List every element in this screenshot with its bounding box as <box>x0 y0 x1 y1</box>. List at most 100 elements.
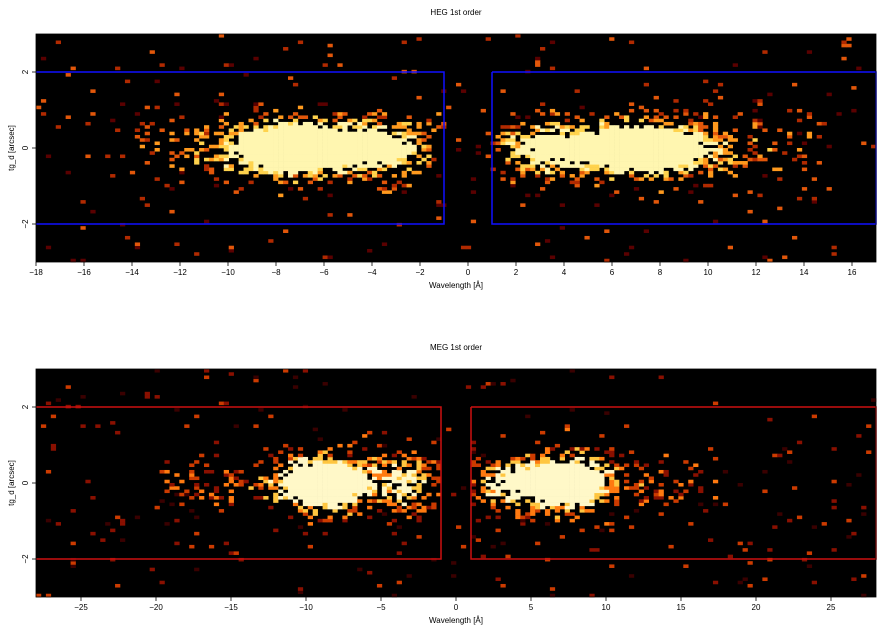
heg-heatmap-cell <box>233 131 239 136</box>
heg-heatmap-cell <box>288 128 294 133</box>
meg-heatmap-cell <box>574 499 580 503</box>
heg-heatmap-cell <box>762 219 768 224</box>
heg-heatmap-cell <box>372 174 378 178</box>
meg-heatmap-cell <box>495 460 501 464</box>
meg-heatmap-cell <box>604 486 610 490</box>
heg-heatmap-cell <box>584 141 590 146</box>
meg-heatmap-cell <box>381 463 388 468</box>
meg-heatmap-cell <box>554 463 561 468</box>
heg-heatmap-cell <box>584 167 590 172</box>
meg-heatmap-cell <box>594 469 600 474</box>
meg-heatmap-cell <box>520 463 526 468</box>
heg-heatmap-cell <box>411 131 417 136</box>
meg-heatmap-cell <box>515 479 521 484</box>
heg-heatmap-cell <box>283 151 289 155</box>
heg-heatmap-cell <box>752 144 758 149</box>
meg-heatmap-cell <box>322 463 328 468</box>
heg-heatmap-cell <box>258 144 264 149</box>
meg-heatmap-cell <box>357 492 363 497</box>
meg-heatmap-cell <box>322 450 328 454</box>
heg-heatmap-cell <box>762 50 768 54</box>
heg-heatmap-cell <box>406 148 412 152</box>
meg-heatmap-cell <box>381 499 388 503</box>
heg-heatmap-cell <box>811 177 817 181</box>
meg-heatmap-cell <box>327 496 333 500</box>
heg-heatmap-cell <box>332 131 338 136</box>
heg-heatmap-cell <box>199 131 205 136</box>
meg-heatmap-cell <box>223 483 229 487</box>
heg-heatmap-cell <box>367 118 373 123</box>
heg-heatmap-cell <box>569 134 575 139</box>
meg-heatmap-cell <box>554 489 561 494</box>
meg-heatmap-cell <box>352 473 358 477</box>
meg-xtick-label: −20 <box>149 603 163 612</box>
heg-heatmap-cell <box>386 148 393 152</box>
meg-heatmap-cell <box>564 473 570 477</box>
meg-heatmap-cell <box>544 496 551 500</box>
meg-heatmap-cell <box>505 505 511 510</box>
heg-heatmap-cell <box>105 154 111 159</box>
meg-heatmap-cell <box>332 509 338 513</box>
heg-heatmap-cell <box>223 134 229 139</box>
meg-heatmap-cell <box>45 469 52 474</box>
heg-heatmap-cell <box>347 141 353 146</box>
meg-heatmap-cell <box>174 518 180 523</box>
meg-heatmap-cell <box>105 522 111 526</box>
heg-heatmap-cell <box>614 190 620 194</box>
meg-heatmap-cell <box>589 469 595 474</box>
heg-heatmap-cell <box>144 138 150 142</box>
meg-heatmap-cell <box>416 466 422 471</box>
heg-heatmap-cell <box>643 66 649 71</box>
meg-heatmap-cell <box>475 538 481 542</box>
heg-heatmap-cell <box>540 134 546 139</box>
meg-heatmap-cell <box>238 479 244 484</box>
meg-heatmap-cell <box>416 515 422 520</box>
meg-heatmap-cell <box>401 473 407 477</box>
meg-heatmap-cell <box>307 473 313 477</box>
heg-heatmap-cell <box>569 180 575 185</box>
heg-xtick-label: 10 <box>704 268 713 277</box>
meg-heatmap-cell <box>767 417 773 422</box>
meg-heatmap-cell <box>327 476 333 481</box>
heg-heatmap-cell <box>322 154 328 159</box>
heg-heatmap-cell <box>554 121 561 126</box>
meg-heatmap-cell <box>638 502 645 507</box>
heg-heatmap-cell <box>391 144 397 149</box>
meg-heatmap-cell <box>352 499 358 503</box>
meg-heatmap-cell <box>554 469 561 474</box>
heg-heatmap-cell <box>332 128 338 133</box>
heg-heatmap-cell <box>367 131 373 136</box>
heg-heatmap-cell <box>624 131 630 136</box>
heg-heatmap-cell <box>564 164 570 168</box>
meg-heatmap-cell <box>633 463 640 468</box>
meg-heatmap-cell <box>213 496 220 500</box>
meg-heatmap-cell <box>490 492 496 497</box>
heg-heatmap-cell <box>391 148 397 152</box>
meg-heatmap-cell <box>480 479 486 484</box>
heg-heatmap-cell <box>683 170 689 175</box>
meg-heatmap-cell <box>302 473 309 477</box>
meg-heatmap-cell <box>258 460 264 464</box>
heg-heatmap-cell <box>648 164 654 168</box>
meg-heatmap-cell <box>302 483 309 487</box>
heg-heatmap-cell <box>624 125 630 129</box>
heg-heatmap-cell <box>688 174 694 178</box>
heg-heatmap-cell <box>624 115 630 119</box>
heg-heatmap-cell <box>772 141 778 146</box>
heg-heatmap-cell <box>337 151 343 155</box>
meg-heatmap-cell <box>554 473 561 477</box>
heg-heatmap-cell <box>421 131 427 136</box>
heg-heatmap-cell <box>317 161 323 165</box>
heg-heatmap-cell <box>307 174 313 178</box>
heg-heatmap-cell <box>752 125 758 129</box>
heg-heatmap-cell <box>401 148 407 152</box>
meg-heatmap-cell <box>120 391 126 396</box>
heg-heatmap-cell <box>258 157 264 162</box>
meg-heatmap-cell <box>554 486 561 490</box>
meg-heatmap-cell <box>297 483 304 487</box>
meg-heatmap-cell <box>406 489 412 494</box>
heg-heatmap-cell <box>159 128 165 133</box>
heg-heatmap-cell <box>367 138 373 142</box>
meg-heatmap-cell <box>421 476 427 481</box>
heg-heatmap-cell <box>594 167 600 172</box>
